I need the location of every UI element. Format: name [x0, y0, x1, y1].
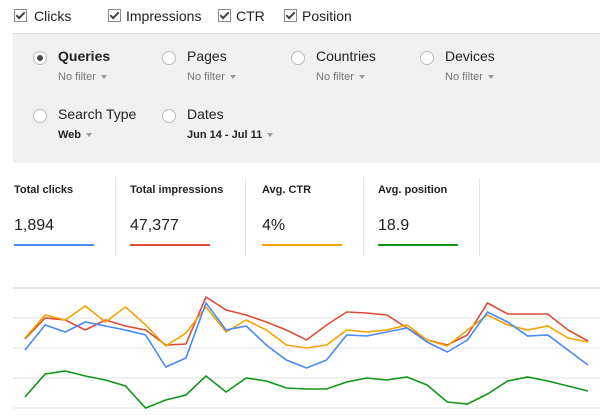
metric-value[interactable]: 4%: [262, 217, 286, 234]
filter-value[interactable]: No filter: [316, 71, 365, 83]
separator: [245, 178, 246, 256]
series-line: [24, 370, 589, 409]
radio[interactable]: [420, 51, 434, 65]
dropdown-arrow: [267, 133, 274, 138]
filter-label[interactable]: Countries: [316, 48, 376, 64]
filter-label[interactable]: Dates: [187, 106, 224, 122]
metric-label[interactable]: Avg. position: [378, 184, 448, 196]
series-line: [24, 305, 589, 349]
filter-label[interactable]: Search Type: [58, 106, 137, 122]
checkbox[interactable]: [108, 9, 121, 22]
filter-value[interactable]: Web: [58, 129, 93, 141]
filter-value[interactable]: Jun 14 - Jul 11: [187, 129, 274, 141]
metric-value[interactable]: 47,377: [130, 217, 179, 234]
metric-value[interactable]: 18.9: [378, 217, 410, 234]
filter-value[interactable]: No filter: [445, 71, 494, 83]
metric-label[interactable]: Total impressions: [130, 184, 224, 196]
filter-label[interactable]: Queries: [58, 48, 111, 64]
dropdown-arrow: [86, 133, 93, 138]
filter-value[interactable]: No filter: [58, 71, 107, 83]
metric-underline: [14, 244, 94, 246]
filter-panel: [13, 33, 600, 163]
filter-label[interactable]: Pages: [187, 48, 227, 64]
checkbox[interactable]: [14, 9, 27, 22]
filter-label[interactable]: Devices: [445, 48, 495, 64]
radio[interactable]: [291, 51, 305, 65]
checkbox[interactable]: [218, 9, 231, 22]
metric-underline: [262, 244, 342, 246]
checkbox-label[interactable]: Impressions: [126, 8, 202, 24]
metric-underline: [130, 244, 210, 246]
radio[interactable]: [162, 51, 176, 65]
separator: [479, 178, 480, 256]
series-line: [24, 301, 589, 369]
checkbox-label[interactable]: Clicks: [34, 8, 72, 24]
dropdown-arrow: [358, 75, 365, 80]
separator: [363, 178, 364, 256]
metric-label[interactable]: Avg. CTR: [262, 184, 312, 196]
metric-underline: [378, 244, 458, 246]
metric-label[interactable]: Total clicks: [14, 184, 74, 196]
series-line: [24, 295, 589, 346]
metric-value[interactable]: 1,894: [14, 217, 55, 234]
radio[interactable]: [33, 51, 47, 65]
dropdown-arrow: [100, 75, 107, 80]
radio[interactable]: [33, 109, 47, 123]
dropdown-arrow: [229, 75, 236, 80]
radio[interactable]: [162, 109, 176, 123]
checkbox[interactable]: [284, 9, 297, 22]
filter-value[interactable]: No filter: [187, 71, 236, 83]
checkbox-label[interactable]: Position: [302, 8, 352, 24]
chart: [13, 287, 600, 409]
dropdown-arrow: [487, 75, 494, 80]
separator: [115, 178, 116, 256]
checkbox-label[interactable]: CTR: [236, 8, 265, 24]
